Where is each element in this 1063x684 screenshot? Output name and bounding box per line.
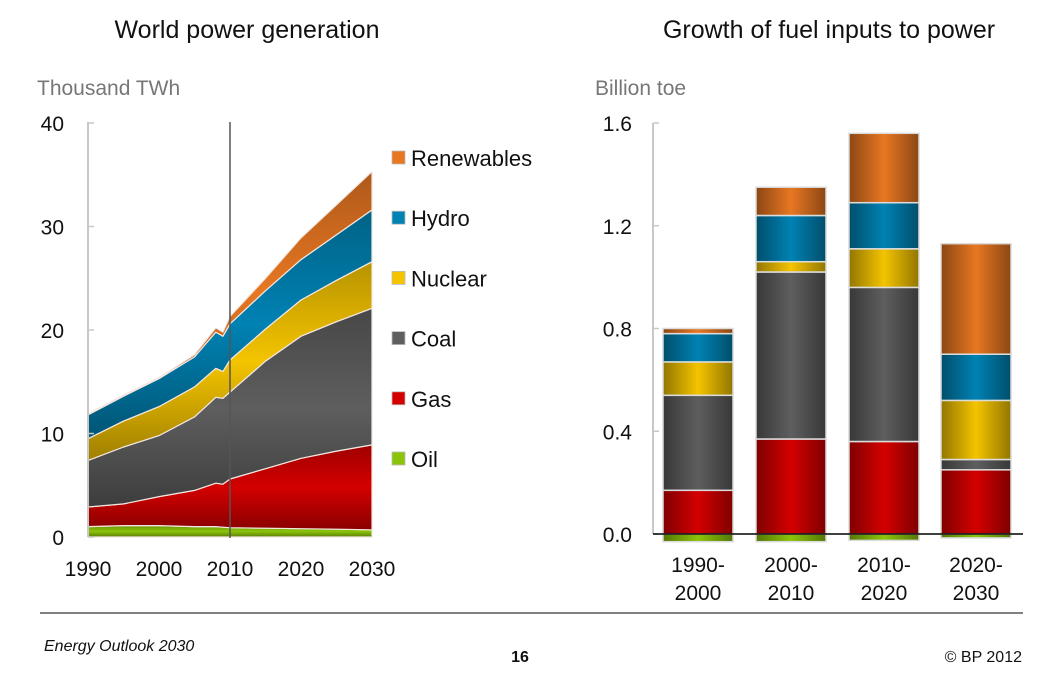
legend-label: Renewables (411, 146, 532, 171)
y-tick-label: 1.6 (603, 113, 632, 136)
x-tick-label: 2010 (207, 558, 254, 581)
legend-item-renewables: Renewables (391, 146, 532, 171)
bar-oil (755, 533, 827, 543)
bar-series (662, 132, 1012, 543)
legend-label: Coal (411, 327, 456, 352)
bar-gas (848, 440, 920, 535)
fuel-inputs-growth-chart: Growth of fuel inputs to power Billion t… (595, 16, 1023, 605)
category-label: 1990- (671, 554, 725, 577)
right-chart-unit: Billion toe (595, 77, 686, 100)
legend-swatch (391, 150, 406, 165)
category-label: 2020- (949, 554, 1003, 577)
legend-swatch (391, 270, 406, 285)
category-labels: 1990- 2000 2000- 2010 2010- 2020 2020- 2030 (671, 554, 1003, 605)
category-label: 2020 (861, 582, 908, 605)
bar-nuclear (755, 260, 827, 273)
legend-label: Hydro (411, 206, 470, 231)
bar-hydro (848, 201, 920, 250)
legend-item-hydro: Hydro (391, 206, 470, 231)
category-label: 2000- (764, 554, 818, 577)
bar-nuclear (940, 399, 1012, 461)
bar-renewables (940, 242, 1012, 355)
right-chart-title: Growth of fuel inputs to power (663, 16, 995, 44)
bar-hydro (662, 332, 734, 363)
x-tick-label: 2000 (136, 558, 183, 581)
bar-hydro (755, 214, 827, 263)
footer-page-number: 16 (511, 649, 529, 666)
x-tick-label: 1990 (65, 558, 112, 581)
footer-publication: Energy Outlook 2030 (44, 638, 194, 655)
right-y-ticks: 0.0 0.4 0.8 1.2 1.6 (603, 113, 659, 547)
category-label: 2030 (953, 582, 1000, 605)
left-chart-title: World power generation (115, 16, 380, 44)
legend-label: Oil (411, 447, 438, 472)
legend-item-oil: Oil (391, 447, 438, 472)
legend-item-gas: Gas (391, 387, 451, 412)
bar-hydro (940, 353, 1012, 402)
legend-item-nuclear: Nuclear (391, 266, 487, 291)
left-y-ticks: 0 10 20 30 40 (41, 113, 94, 550)
y-tick-label: 0.0 (603, 524, 632, 547)
bar-nuclear (662, 361, 734, 397)
bar-coal (662, 394, 734, 492)
bar-coal (940, 458, 1012, 471)
area-renewables (87, 171, 373, 416)
category-label: 2000 (675, 582, 722, 605)
bar-coal (755, 271, 827, 440)
y-tick-label: 30 (41, 217, 64, 240)
legend-swatch (391, 451, 406, 466)
bar-gas (662, 489, 734, 535)
x-tick-label: 2030 (349, 558, 396, 581)
y-tick-label: 40 (41, 113, 64, 136)
y-tick-label: 20 (41, 320, 64, 343)
category-label: 2010 (768, 582, 815, 605)
world-power-generation-chart: World power generation Thousand TWh 0 10 2… (37, 16, 532, 581)
legend-label: Nuclear (411, 266, 487, 291)
bar-coal (848, 286, 920, 443)
legend: Renewables Hydro Nuclear Coal Gas Oil (391, 146, 532, 472)
legend-swatch (391, 391, 406, 406)
bar-renewables (848, 132, 920, 204)
bar-oil (662, 533, 734, 543)
y-tick-label: 0.4 (603, 421, 633, 444)
footer-copyright: © BP 2012 (945, 649, 1022, 666)
bar-gas (940, 469, 1012, 535)
x-tick-label: 2020 (278, 558, 325, 581)
bar-renewables (662, 327, 734, 335)
legend-label: Gas (411, 387, 451, 412)
bar-nuclear (848, 248, 920, 289)
bar-renewables (755, 186, 827, 217)
bar-oil (848, 533, 920, 542)
left-chart-unit: Thousand TWh (37, 77, 180, 100)
bar-gas (755, 438, 827, 535)
y-tick-label: 1.2 (603, 216, 632, 239)
legend-item-coal: Coal (391, 327, 456, 352)
left-x-ticks: 1990 2000 2010 2020 2030 (65, 558, 396, 581)
y-tick-label: 0.8 (603, 319, 632, 342)
legend-swatch (391, 331, 406, 346)
y-tick-label: 0 (52, 527, 64, 550)
category-label: 2010- (857, 554, 911, 577)
y-tick-label: 10 (41, 424, 64, 447)
legend-swatch (391, 210, 406, 225)
